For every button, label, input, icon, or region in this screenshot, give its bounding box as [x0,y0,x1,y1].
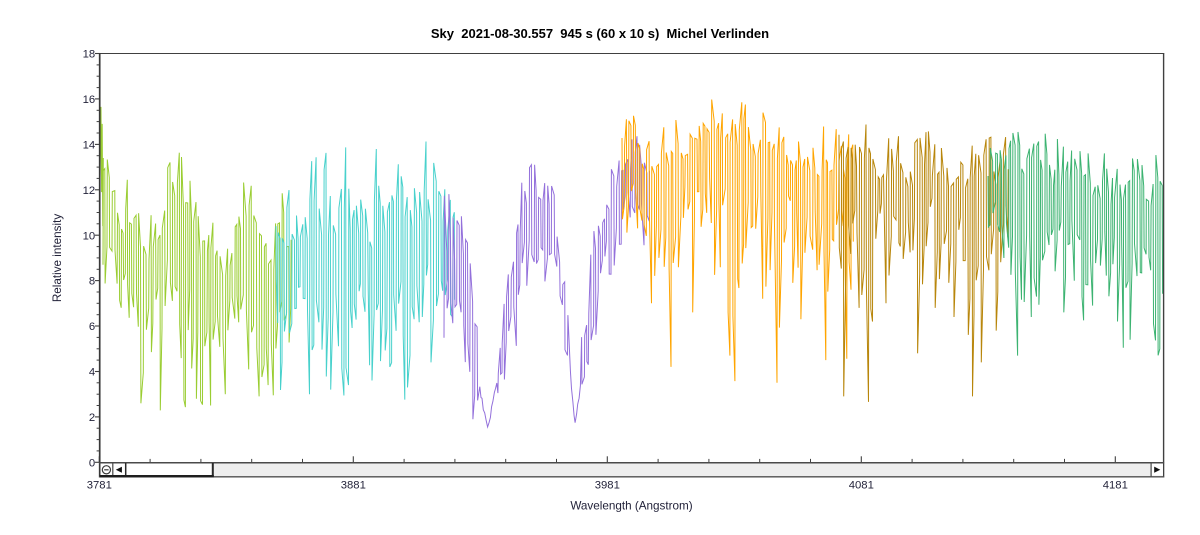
svg-text:2: 2 [89,412,95,424]
svg-text:3781: 3781 [87,480,112,492]
svg-text:Sky 2021-08-30.557 945 s (60: Sky 2021-08-30.557 945 s (60 x 10 s) Mic… [431,26,769,41]
svg-text:Wavelength (Angstrom): Wavelength (Angstrom) [570,500,692,513]
svg-text:18: 18 [83,49,96,61]
svg-text:Relative intensity: Relative intensity [51,214,64,303]
svg-text:12: 12 [83,185,96,197]
svg-text:6: 6 [89,321,95,333]
svg-text:4181: 4181 [1103,480,1128,492]
svg-text:0: 0 [89,457,95,469]
svg-text:8: 8 [89,276,95,288]
svg-text:4081: 4081 [849,480,874,492]
svg-text:3981: 3981 [595,480,620,492]
svg-text:3881: 3881 [341,480,366,492]
svg-text:4: 4 [89,367,95,379]
svg-text:16: 16 [83,94,96,106]
svg-text:14: 14 [83,140,96,152]
svg-text:10: 10 [83,230,96,242]
